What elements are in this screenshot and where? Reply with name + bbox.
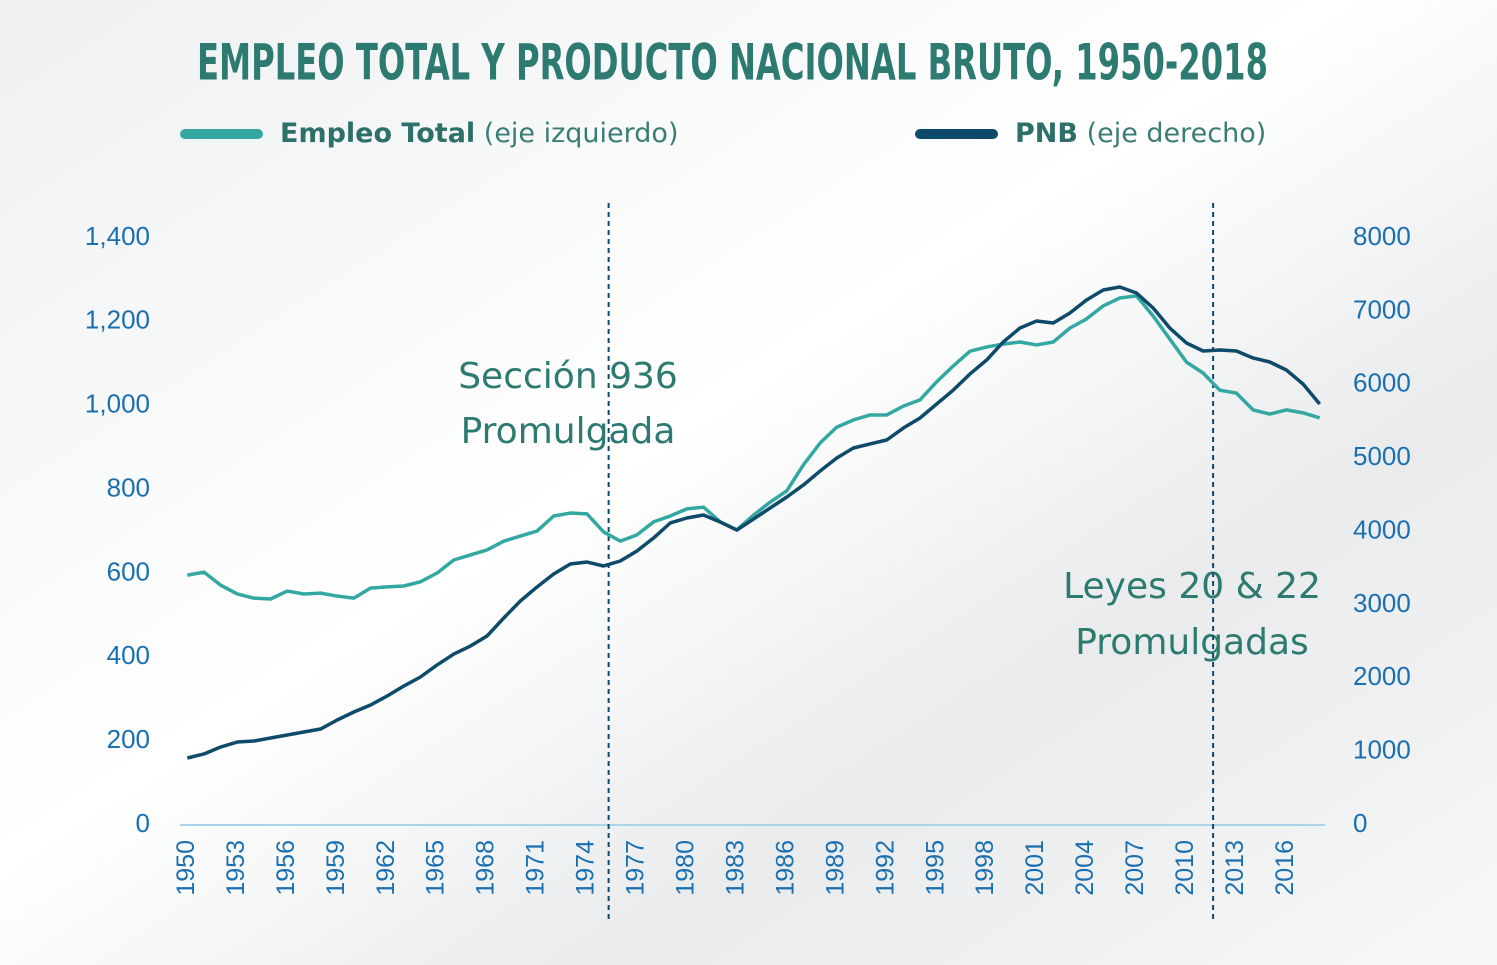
legend-note: (eje derecho) [1087,118,1267,149]
x-tick-label: 1965 [422,840,450,896]
y-tick-label: 1,200 [85,305,150,335]
x-tick-label: 1998 [971,840,999,896]
x-tick-label: 2007 [1121,840,1149,896]
x-tick-label: 1953 [222,840,250,896]
y2-tick-label: 8000 [1353,221,1411,251]
line [187,294,1321,601]
x-tick-label: 1995 [921,840,949,896]
y-tick-label: 1,000 [85,389,150,419]
y-tick-label: 200 [107,724,150,754]
x-tick-label: 1977 [622,840,650,896]
x-tick-label: 1950 [172,840,200,896]
x-tick-label: 2016 [1271,840,1299,896]
y-tick-label: 0 [136,808,150,838]
y-tick-label: 800 [107,472,150,502]
x-tick-label: 2001 [1021,840,1049,896]
y2-tick-label: 1000 [1353,735,1411,765]
x-tick-label: 1971 [522,840,550,896]
x-tick-label: 1980 [672,840,700,896]
line [186,285,1322,760]
x-tick-label: 2010 [1171,840,1199,896]
y2-tick-label: 7000 [1353,294,1411,324]
y2-tick-label: 5000 [1353,441,1411,471]
annotation: Promulgada [461,411,676,452]
y-tick-label: 600 [107,556,150,586]
x-tick-label: 1962 [372,840,400,896]
y2-tick-label: 6000 [1353,368,1411,398]
y-tick-label: 400 [107,640,150,670]
x-tick-label: 1992 [871,840,899,896]
y2-tick-label: 0 [1353,808,1367,838]
legend-note: (eje izquierdo) [484,118,679,149]
y2-tick-label: 2000 [1353,661,1411,691]
x-tick-label: 1974 [572,840,600,896]
x-tick-label: 1989 [821,840,849,896]
legend-label: PNB (eje derecho) [1015,118,1266,149]
x-tick-label: 1968 [472,840,500,896]
x-tick-label: 2004 [1071,840,1099,896]
chart-title: EMPLEO TOTAL Y PRODUCTO NACIONAL BRUTO, … [197,34,1268,92]
legend-name: PNB [1015,118,1078,149]
x-tick-label: 1983 [721,840,749,896]
y-tick-label: 1,400 [85,221,150,251]
y2-tick-label: 3000 [1353,588,1411,618]
annotation: Leyes 20 & 22 [1063,566,1321,607]
x-tick-label: 1959 [322,840,350,896]
y2-tick-label: 4000 [1353,514,1411,544]
x-tick-label: 1986 [771,840,799,896]
annotation: Promulgadas [1075,622,1309,663]
annotation: Sección 936 [458,356,678,397]
x-tick-label: 1956 [272,840,300,896]
x-tick-label: 2013 [1221,840,1249,896]
legend-label: Empleo Total (eje izquierdo) [280,118,678,149]
legend-name: Empleo Total [280,118,475,149]
